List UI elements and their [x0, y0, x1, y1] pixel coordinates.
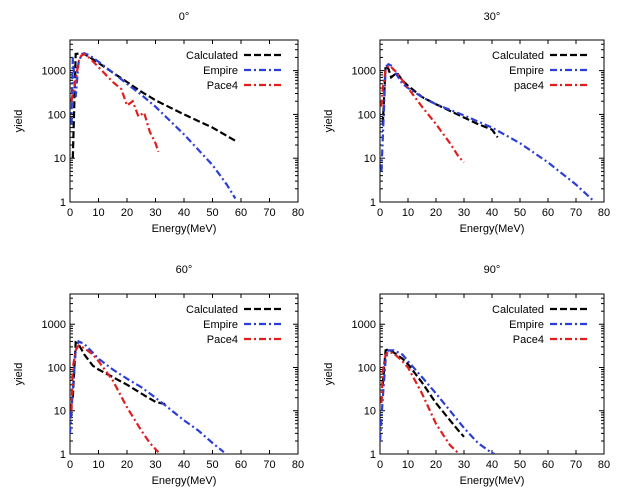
- series-line-1: [71, 340, 168, 406]
- x-tick-label: 60: [235, 207, 247, 219]
- x-tick-label: 20: [430, 459, 442, 471]
- series-line-2: [380, 349, 496, 454]
- legend-label-1: Calculated: [492, 304, 544, 316]
- x-tick-label: 40: [178, 207, 190, 219]
- x-tick-label: 80: [292, 459, 304, 471]
- chart-title: 90°: [484, 264, 501, 276]
- x-tick-label: 70: [263, 207, 275, 219]
- y-tick-label: 1000: [352, 66, 376, 78]
- x-tick-label: 10: [402, 207, 414, 219]
- x-tick-label: 0: [377, 459, 383, 471]
- x-tick-label: 80: [292, 207, 304, 219]
- legend-label-3: Pace4: [207, 334, 238, 346]
- legend-label-2: Empire: [509, 65, 544, 77]
- x-axis-label: Energy(MeV): [152, 475, 217, 487]
- x-tick-label: 70: [263, 459, 275, 471]
- y-tick-label: 100: [48, 109, 66, 121]
- x-tick-label: 70: [570, 207, 582, 219]
- legend-label-1: Calculated: [492, 50, 544, 62]
- chart-panel-4: 0 10 20 30 40 50 60 70 80 1 10 100 1000 90° Energy(MeV…: [323, 264, 610, 487]
- y-tick-label: 10: [54, 153, 66, 165]
- legend-label-3: pace4: [514, 80, 544, 92]
- y-tick-label: 1000: [42, 66, 66, 78]
- plot-frame: [379, 293, 605, 455]
- x-tick-label: 50: [206, 207, 218, 219]
- x-tick-label: 30: [458, 459, 470, 471]
- y-tick-label: 100: [358, 109, 376, 121]
- legend-label-2: Empire: [203, 65, 238, 77]
- y-axis-label: yield: [13, 363, 25, 386]
- x-tick-label: 20: [430, 207, 442, 219]
- x-tick-label: 10: [92, 459, 104, 471]
- series-line-3: [380, 350, 460, 454]
- series-line-3: [70, 52, 160, 153]
- x-tick-label: 80: [598, 207, 610, 219]
- y-tick-label: 1: [370, 197, 376, 209]
- plot-frame: [379, 39, 605, 203]
- y-axis-label: yield: [323, 110, 335, 133]
- y-tick-label: 100: [48, 362, 66, 374]
- series-line-2: [70, 51, 237, 200]
- legend-label-3: Pace4: [513, 334, 544, 346]
- x-tick-label: 20: [121, 207, 133, 219]
- x-tick-label: 0: [377, 207, 383, 219]
- series-line-2: [380, 62, 594, 202]
- series-line-1: [381, 62, 499, 138]
- x-tick-label: 10: [92, 207, 104, 219]
- series-line-3: [70, 344, 160, 453]
- legend-label-1: Calculated: [186, 304, 238, 316]
- x-tick-label: 40: [486, 459, 498, 471]
- y-tick-label: 1000: [352, 319, 376, 331]
- legend-label-2: Empire: [203, 319, 238, 331]
- chart-title: 0°: [179, 11, 190, 23]
- x-tick-label: 40: [486, 207, 498, 219]
- y-tick-label: 1: [60, 449, 66, 461]
- legend-label-1: Calculated: [186, 50, 238, 62]
- chart-panel-2: 0 10 20 30 40 50 60 70 80 1 10 100 1000 30° Energy(MeV…: [323, 11, 610, 235]
- x-tick-label: 40: [178, 459, 190, 471]
- series-line-3: [380, 64, 465, 164]
- y-tick-label: 1: [60, 197, 66, 209]
- x-tick-label: 70: [570, 459, 582, 471]
- y-axis-label: yield: [13, 110, 25, 133]
- y-tick-label: 10: [364, 153, 376, 165]
- y-tick-label: 10: [54, 406, 66, 418]
- chart-title: 30°: [484, 11, 501, 23]
- x-tick-label: 50: [206, 459, 218, 471]
- x-tick-label: 60: [235, 459, 247, 471]
- x-axis-label: Energy(MeV): [460, 223, 525, 235]
- x-tick-label: 60: [542, 459, 554, 471]
- x-tick-label: 60: [542, 207, 554, 219]
- legend-label-2: Empire: [509, 319, 544, 331]
- y-tick-label: 10: [364, 406, 376, 418]
- y-tick-label: 1: [370, 449, 376, 461]
- x-axis-label: Energy(MeV): [152, 223, 217, 235]
- x-tick-label: 30: [149, 459, 161, 471]
- plot-frame: [69, 39, 299, 203]
- x-tick-label: 50: [514, 459, 526, 471]
- x-tick-label: 30: [149, 207, 161, 219]
- x-tick-label: 30: [458, 207, 470, 219]
- chart-panel-3: 0 10 20 30 40 50 60 70 80 1 10 100 1000 60° Energy(MeV…: [13, 264, 304, 487]
- y-tick-label: 1000: [42, 319, 66, 331]
- x-tick-label: 0: [67, 207, 73, 219]
- series-line-1: [71, 52, 236, 159]
- y-axis-label: yield: [323, 363, 335, 386]
- x-tick-label: 10: [402, 459, 414, 471]
- x-tick-label: 20: [121, 459, 133, 471]
- chart-title: 60°: [176, 264, 193, 276]
- x-tick-label: 50: [514, 207, 526, 219]
- x-tick-label: 80: [598, 459, 610, 471]
- series-line-2: [70, 339, 225, 454]
- x-axis-label: Energy(MeV): [460, 475, 525, 487]
- x-tick-label: 0: [67, 459, 73, 471]
- series-line-1: [381, 348, 465, 438]
- plot-frame: [69, 293, 299, 455]
- y-tick-label: 100: [358, 362, 376, 374]
- legend-label-3: Pace4: [207, 80, 238, 92]
- chart-panel-1: 0 10 20 30 40 50 60 70 80 1 10 100 1000 0° Energy(MeV)…: [13, 11, 304, 235]
